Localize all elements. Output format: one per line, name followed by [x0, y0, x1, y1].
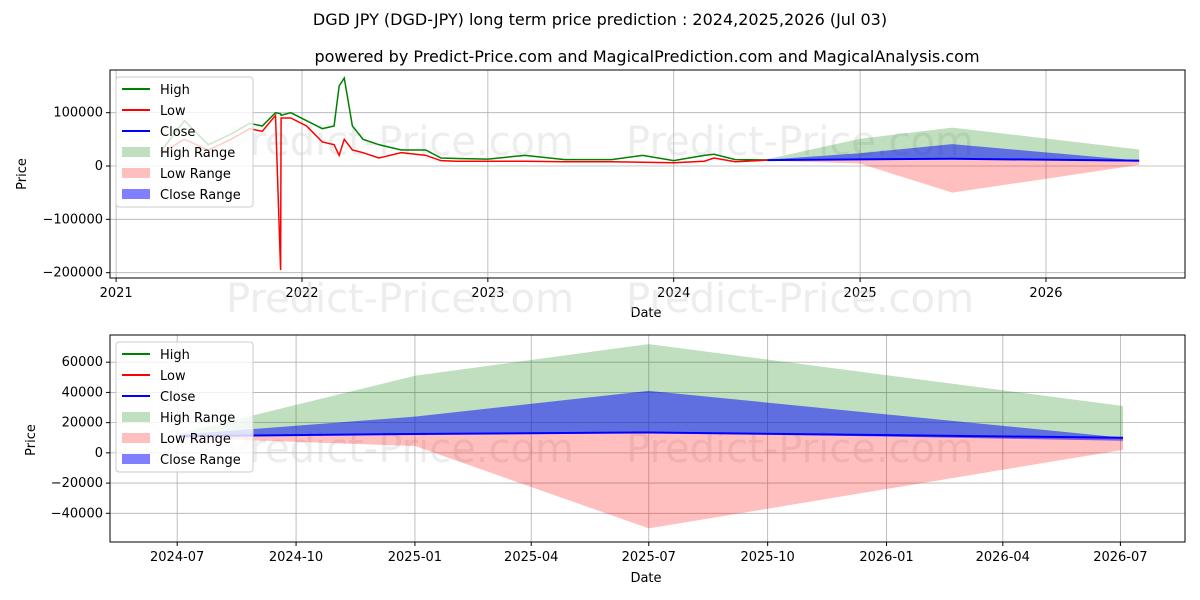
- legend-label: Close Range: [160, 453, 241, 468]
- x-tick-label: 2025-01: [388, 550, 442, 565]
- watermark: Predict-Price.com: [226, 276, 574, 322]
- y-tick-label: −200000: [42, 266, 103, 281]
- x-tick-label: 2026-07: [1093, 550, 1147, 565]
- y-axis-label-bottom: Price: [24, 424, 39, 456]
- watermark: Predict-Price.com: [226, 119, 574, 165]
- legend-label: High: [160, 83, 190, 98]
- high-range-area: [179, 344, 1123, 438]
- legend-swatch-high-range: [122, 412, 150, 422]
- y-tick-label: 40000: [62, 385, 103, 400]
- close-range-area: [767, 144, 1140, 162]
- y-tick-label: −40000: [51, 506, 103, 521]
- legend-swatch-close-range: [122, 454, 150, 464]
- legend: High Low Close High Range Low Range Close Ran…: [115, 341, 254, 473]
- x-tick-label: 2023: [471, 286, 504, 301]
- close-series-line: [767, 157, 1140, 162]
- x-tick-label: 2026-01: [859, 550, 913, 565]
- x-axis-label-top: Date: [630, 306, 661, 321]
- plot-area: [179, 344, 1123, 529]
- x-tick-label: 2026: [1029, 286, 1062, 301]
- low-series-line: [161, 113, 768, 271]
- x-tick-label: 2026-04: [976, 550, 1030, 565]
- low-range-area: [179, 432, 1123, 529]
- y-tick-label: 0: [95, 446, 103, 461]
- legend-box: [115, 341, 254, 473]
- legend-swatch-low-range: [122, 433, 150, 443]
- x-tick-label: 2024-07: [150, 550, 204, 565]
- legend-label: Low: [160, 369, 186, 384]
- x-tick-label: 2025-04: [504, 550, 558, 565]
- x-tick-label: 2025: [844, 286, 877, 301]
- y-tick-label: −100000: [42, 212, 103, 227]
- y-tick-label: 100000: [53, 106, 103, 121]
- plot-area: [161, 75, 1140, 271]
- x-tick-label: 2024: [657, 286, 690, 301]
- plot-frame: [109, 334, 1186, 543]
- legend-label: Close: [160, 125, 195, 140]
- x-tick-label: 2025-10: [740, 550, 794, 565]
- x-tick-label: 2024-10: [269, 550, 323, 565]
- plot-frame: [109, 69, 1186, 279]
- legend-label: High Range: [160, 411, 235, 426]
- x-axis-label-bottom: Date: [630, 571, 661, 586]
- legend-label: Low: [160, 104, 186, 119]
- legend-swatch-low-range: [122, 168, 150, 178]
- close-series-line: [179, 431, 1123, 439]
- low-range-area: [767, 158, 1140, 193]
- y-tick-label: 0: [95, 159, 103, 174]
- legend-label: Low Range: [160, 167, 231, 182]
- legend-label: Low Range: [160, 432, 231, 447]
- y-axis-label-top: Price: [15, 158, 30, 190]
- close-range-area: [179, 390, 1123, 441]
- chart-subtitle: powered by Predict-Price.com and Magical…: [314, 47, 979, 66]
- legend-label: High: [160, 348, 190, 363]
- legend-swatch-high-range: [122, 147, 150, 157]
- legend-label: High Range: [160, 146, 235, 161]
- high-series-line: [161, 75, 768, 162]
- legend-label: Close Range: [160, 188, 241, 203]
- y-tick-label: 60000: [62, 355, 103, 370]
- legend-label: Close: [160, 390, 195, 405]
- x-tick-label: 2025-07: [622, 550, 676, 565]
- high-range-area: [767, 127, 1140, 161]
- x-tick-label: 2021: [100, 286, 133, 301]
- y-tick-label: −20000: [51, 476, 103, 491]
- legend-swatch-close-range: [122, 189, 150, 199]
- legend-box: [115, 76, 254, 208]
- y-tick-label: 20000: [62, 416, 103, 431]
- x-tick-label: 2022: [285, 286, 318, 301]
- watermark: Predict-Price.com: [626, 276, 974, 322]
- legend: High Low Close High Range Low Range Close Ran…: [115, 76, 254, 208]
- chart-title: DGD JPY (DGD-JPY) long term price predic…: [313, 10, 887, 29]
